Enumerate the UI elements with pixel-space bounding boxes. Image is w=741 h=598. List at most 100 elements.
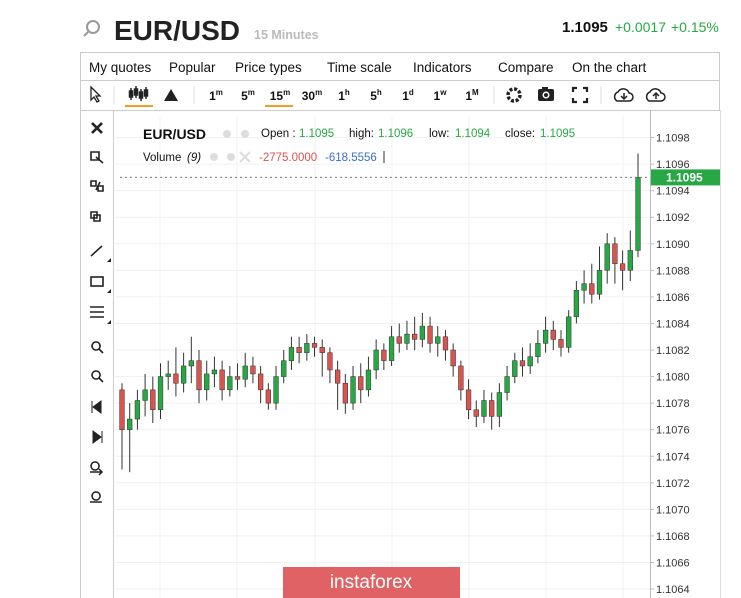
- rect-tool[interactable]: [90, 276, 104, 287]
- menu-item[interactable]: On the chart: [572, 60, 647, 75]
- multi-select-tool[interactable]: [90, 180, 104, 192]
- candle-body: [442, 336, 449, 351]
- candle-body: [412, 333, 418, 340]
- candle-body: [566, 316, 572, 348]
- volume-average: -618.5556: [325, 152, 377, 164]
- y-tick-label: 1.1098: [656, 133, 690, 145]
- timeframe-unit: M: [472, 88, 479, 97]
- candle-body: [496, 392, 503, 417]
- menu-item[interactable]: Popular: [169, 60, 216, 75]
- candle-body: [281, 360, 287, 377]
- low-label: low:: [429, 128, 449, 140]
- candle-body: [519, 360, 526, 367]
- timeframe-number: 1: [434, 89, 441, 103]
- y-tick-label: 1.1082: [656, 345, 690, 357]
- timeframe-button[interactable]: 1d: [402, 88, 414, 103]
- toolbar: [80, 80, 720, 111]
- timeframe-button[interactable]: 15m: [270, 88, 290, 103]
- y-tick-label: 1.1090: [656, 239, 690, 251]
- timeframe-button[interactable]: 1h: [338, 88, 350, 103]
- candle-body: [165, 373, 171, 377]
- timeframe-button[interactable]: 1w: [434, 88, 448, 103]
- candle-body: [250, 365, 256, 375]
- menu-item[interactable]: Compare: [498, 60, 554, 75]
- candle-body: [304, 343, 310, 353]
- last-price: 1.1095: [562, 19, 608, 36]
- candle-body: [350, 376, 356, 404]
- active-underline: [265, 105, 293, 107]
- download-icon[interactable]: [613, 88, 634, 102]
- timeframe-unit: d: [409, 88, 414, 97]
- candle-body: [542, 329, 549, 344]
- zoom-in-tool[interactable]: [91, 341, 104, 354]
- candle-body: [365, 369, 372, 391]
- timeframe-number: 15: [270, 89, 284, 103]
- candle-body: [435, 336, 441, 344]
- candle-body: [211, 369, 218, 375]
- candle-body: [581, 283, 587, 291]
- close-label: close:: [505, 128, 535, 140]
- line-tool[interactable]: [90, 245, 103, 257]
- candle-body: [196, 360, 202, 391]
- candle-body: [142, 389, 148, 401]
- search-icon[interactable]: [83, 20, 100, 37]
- copy-tool[interactable]: [90, 211, 101, 222]
- candle-body: [234, 376, 241, 380]
- candle-body: [396, 336, 402, 344]
- price-change-percent: +0.15%: [671, 19, 719, 35]
- candle-body: [489, 400, 495, 417]
- candle-body: [180, 365, 187, 384]
- last-price-tag-label: 1.1095: [666, 170, 703, 184]
- close-tool[interactable]: [91, 122, 103, 134]
- timeframe-label: 15 Minutes: [254, 28, 319, 42]
- menu-item[interactable]: Indicators: [413, 60, 472, 75]
- menu-item[interactable]: Time scale: [327, 60, 392, 75]
- candle-body: [573, 290, 580, 318]
- menu-item[interactable]: Price types: [235, 60, 302, 75]
- timeframe-button[interactable]: 1m: [209, 88, 223, 103]
- candle-body: [227, 376, 233, 391]
- reset-tool[interactable]: [90, 491, 102, 503]
- y-tick-label: 1.1088: [656, 265, 690, 277]
- y-tick-label: 1.1092: [656, 212, 690, 224]
- select-tool[interactable]: [90, 151, 104, 164]
- settings-icon[interactable]: [506, 87, 522, 103]
- menu-item[interactable]: My quotes: [89, 60, 152, 75]
- y-tick-label: 1.1084: [656, 318, 690, 330]
- upload-icon[interactable]: [645, 88, 666, 102]
- camera-icon[interactable]: [538, 87, 554, 101]
- cursor-tool[interactable]: [90, 85, 102, 103]
- levels-tool[interactable]: [90, 306, 104, 318]
- area-tool[interactable]: [164, 89, 178, 101]
- y-tick-label: 1.1094: [656, 186, 690, 198]
- candle-body: [481, 400, 487, 417]
- candle-body: [265, 389, 271, 404]
- candle-body: [373, 349, 379, 371]
- timeframe-button[interactable]: 5m: [241, 88, 255, 103]
- scroll-left-tool[interactable]: [91, 400, 102, 414]
- fit-tool[interactable]: [90, 461, 104, 476]
- timeframe-unit: h: [377, 88, 382, 97]
- timeframe-button[interactable]: 1M: [465, 88, 479, 103]
- candle-body: [465, 389, 472, 411]
- scroll-right-tool[interactable]: [92, 430, 103, 444]
- y-tick-label: 1.1078: [656, 398, 690, 410]
- candle-body: [535, 343, 541, 357]
- candle-body: [327, 352, 333, 371]
- low-value: 1.1094: [455, 128, 491, 140]
- zoom-out-tool[interactable]: [91, 370, 104, 383]
- timeframe-number: 30: [302, 89, 316, 103]
- candle-body: [319, 347, 325, 353]
- candle-body: [604, 243, 610, 271]
- menu-bar: [80, 52, 720, 81]
- y-tick-label: 1.1096: [656, 159, 690, 171]
- timeframe-button[interactable]: 30m: [302, 88, 322, 103]
- candles-tool[interactable]: [128, 86, 149, 101]
- candle-body: [596, 270, 603, 295]
- timeframe-button[interactable]: 5h: [370, 88, 382, 103]
- candle-body: [257, 373, 264, 391]
- candle-body: [134, 400, 141, 420]
- high-label: high:: [349, 128, 374, 140]
- candle-body: [473, 409, 479, 417]
- fullscreen-icon[interactable]: [571, 86, 589, 104]
